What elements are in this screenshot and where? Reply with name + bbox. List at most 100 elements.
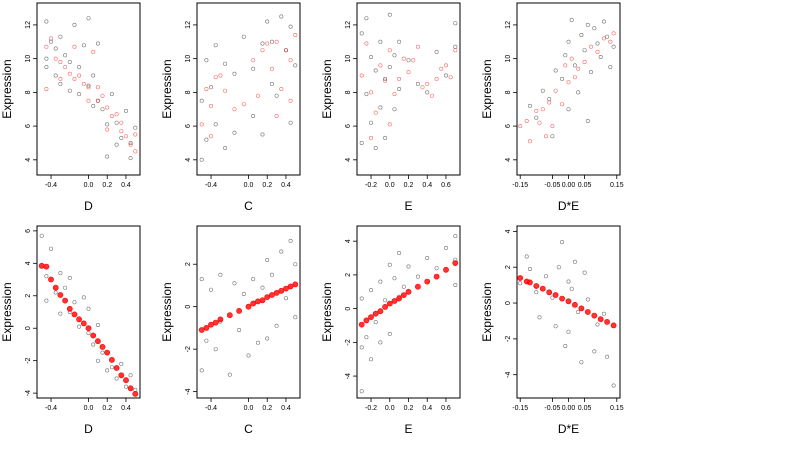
data-point [104,349,111,356]
series-1 [359,234,458,394]
x-tick-label: -0.2 [365,182,377,189]
data-point [368,288,373,293]
data-point [563,343,568,348]
x-tick-label: 0.2 [262,182,272,189]
data-point [527,266,532,271]
data-point [109,365,114,370]
series-2 [44,36,138,154]
data-point [58,59,63,64]
data-point [579,32,584,37]
data-point [105,105,110,110]
data-point [58,311,63,316]
data-point [72,76,77,81]
data-point [198,327,205,333]
data-point [539,285,546,292]
data-point [364,16,369,21]
data-point [595,41,600,46]
y-tick-label: 8 [185,90,192,94]
data-point [572,63,577,68]
x-axis-label: D*E [558,199,579,213]
y-tick-label: -4 [345,373,352,379]
data-point [378,63,383,68]
data-point [128,156,133,161]
data-point [124,134,129,139]
data-point [424,278,431,285]
data-point [293,32,298,37]
data-point [39,233,44,238]
data-point [76,316,82,323]
data-point [533,283,540,289]
data-point [133,125,138,130]
x-tick-label: 0.6 [441,405,451,412]
data-point [415,44,420,49]
data-point [209,134,214,139]
data-point [278,287,285,294]
data-point [566,279,571,284]
data-point [133,132,138,137]
data-point [86,306,91,311]
x-tick-label: 0.0 [244,182,254,189]
data-point [406,264,411,269]
data-point [601,36,606,41]
y-tick-label: 4 [505,158,512,162]
x-tick-label: -0.05 [544,405,560,412]
data-point [91,49,96,54]
data-point [77,92,82,97]
y-tick-label: 12 [25,21,32,29]
data-point [260,132,265,137]
data-point [227,372,232,377]
data-point [209,287,214,292]
y-tick-label: 6 [25,124,32,128]
data-point [81,295,86,300]
data-point [368,135,373,140]
data-point [265,19,270,24]
data-point [563,63,568,68]
data-point [387,65,392,70]
series-1 [199,238,298,377]
data-point [537,120,542,125]
data-point [425,90,430,95]
x-tick-label: 0.2 [102,182,112,189]
data-point [368,90,373,95]
data-point [392,53,397,58]
data-point [611,31,616,36]
x-tick-label: 0.0 [385,182,395,189]
y-tick-label: 2 [345,273,352,277]
y-tick-label: 12 [345,21,352,29]
data-point [572,75,577,80]
data-point [608,65,613,70]
data-point [274,93,279,98]
y-tick-label: 8 [345,90,352,94]
data-point [364,335,369,340]
x-tick-label: -0.05 [544,182,560,189]
data-point [534,290,539,295]
plot-frame [356,225,461,399]
data-point [212,319,219,326]
x-tick-label: 0.4 [422,405,432,412]
data-point [63,53,68,58]
data-point [283,296,288,301]
data-point [364,92,369,97]
data-point [364,41,369,46]
data-point [425,81,430,86]
data-point [260,41,265,46]
data-point [359,73,364,78]
data-point [373,146,378,151]
data-point [72,22,77,27]
data-point [543,274,548,279]
data-point [213,75,218,80]
data-point [223,146,228,151]
x-tick-label: 0.4 [121,182,131,189]
data-point [63,65,68,70]
x-tick-label: 0.2 [404,405,414,412]
x-tick-label: 0.4 [121,405,131,412]
data-point [118,372,125,379]
data-point [53,56,58,61]
data-point [245,303,252,310]
data-point [85,325,92,332]
data-point [274,39,279,44]
data-point [547,100,552,105]
data-point [576,309,581,314]
data-point [397,76,402,81]
data-point [566,107,571,112]
